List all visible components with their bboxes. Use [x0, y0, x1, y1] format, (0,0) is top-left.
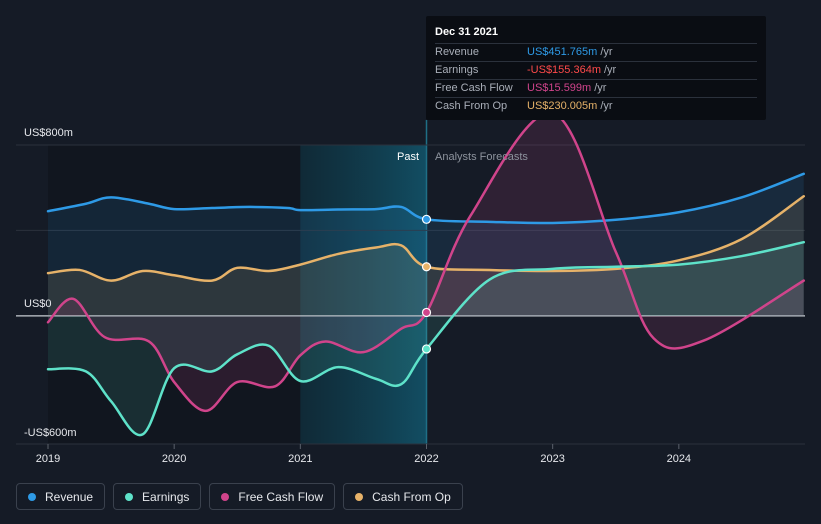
y-axis-label-bottom: -US$600m	[24, 427, 77, 439]
earnings-marker	[421, 344, 432, 354]
legend-item-revenue[interactable]: Revenue	[16, 483, 106, 510]
tooltip-row-value: -US$155.364m	[527, 64, 601, 76]
revenue-marker	[421, 214, 432, 224]
x-tick-label: 2021	[288, 453, 312, 465]
legend: Revenue Earnings Free Cash Flow Cash From O…	[16, 483, 463, 510]
x-tick-label: 2022	[414, 453, 438, 465]
revenue-line	[46, 172, 805, 225]
free-cash-flow-area	[48, 112, 804, 411]
earnings-line	[46, 240, 805, 437]
x-tick-label: 2020	[162, 453, 186, 465]
x-tick-label: 2019	[36, 453, 60, 465]
tooltip-row: Cash From Op US$230.005m/yr	[435, 97, 757, 115]
legend-label: Free Cash Flow	[238, 489, 324, 504]
legend-label: Revenue	[45, 489, 94, 504]
tooltip-row: Revenue US$451.765m/yr	[435, 43, 757, 61]
tooltip-row-value: US$15.599m	[527, 82, 592, 94]
earnings-area	[48, 242, 804, 436]
past-label: Past	[397, 151, 419, 163]
highlight-region	[300, 145, 427, 444]
tooltip-row-label: Free Cash Flow	[435, 82, 513, 94]
cash-from-op-area	[48, 196, 804, 316]
forecast-label: Analysts Forecasts	[435, 151, 528, 163]
y-axis-label-top: US$800m	[24, 127, 73, 139]
tooltip-row-unit: /yr	[600, 46, 613, 58]
tooltip-row-label: Earnings	[435, 64, 479, 76]
x-tick-label: 2024	[667, 453, 691, 465]
tooltip-row: Earnings -US$155.364m/yr	[435, 61, 757, 79]
tooltip-row: Free Cash Flow US$15.599m/yr	[435, 79, 757, 97]
legend-dot-icon	[125, 492, 134, 501]
legend-item-free-cash-flow[interactable]: Free Cash Flow	[209, 483, 336, 510]
free-cash-flow-line	[46, 111, 805, 413]
tooltip-row-label: Revenue	[435, 46, 480, 58]
tooltip-row-unit: /yr	[600, 100, 613, 112]
legend-dot-icon	[355, 492, 364, 501]
cash-from-op-marker	[421, 262, 432, 272]
cash-from-op-line	[46, 195, 805, 283]
legend-dot-icon	[28, 492, 36, 501]
tooltip-row-value: US$451.765m	[527, 46, 598, 58]
legend-label: Cash From Op	[372, 489, 451, 504]
tooltip-date: Dec 31 2021	[435, 26, 498, 38]
revenue-area	[48, 173, 804, 316]
legend-label: Earnings	[142, 489, 190, 504]
tooltip-row-unit: /yr	[604, 64, 617, 76]
legend-item-cash-from-op[interactable]: Cash From Op	[343, 483, 463, 510]
tooltip-row-value: US$230.005m	[527, 100, 598, 112]
tooltip-row-unit: /yr	[594, 82, 607, 94]
legend-item-earnings[interactable]: Earnings	[113, 483, 202, 510]
legend-dot-icon	[221, 492, 230, 501]
y-axis-label-zero: US$0	[24, 298, 52, 310]
tooltip: Dec 31 2021 Revenue US$451.765m/yr Earning…	[426, 16, 766, 120]
free-cash-flow-marker	[421, 307, 432, 318]
x-tick-label: 2023	[540, 453, 564, 465]
tooltip-row-label: Cash From Op	[435, 100, 508, 112]
